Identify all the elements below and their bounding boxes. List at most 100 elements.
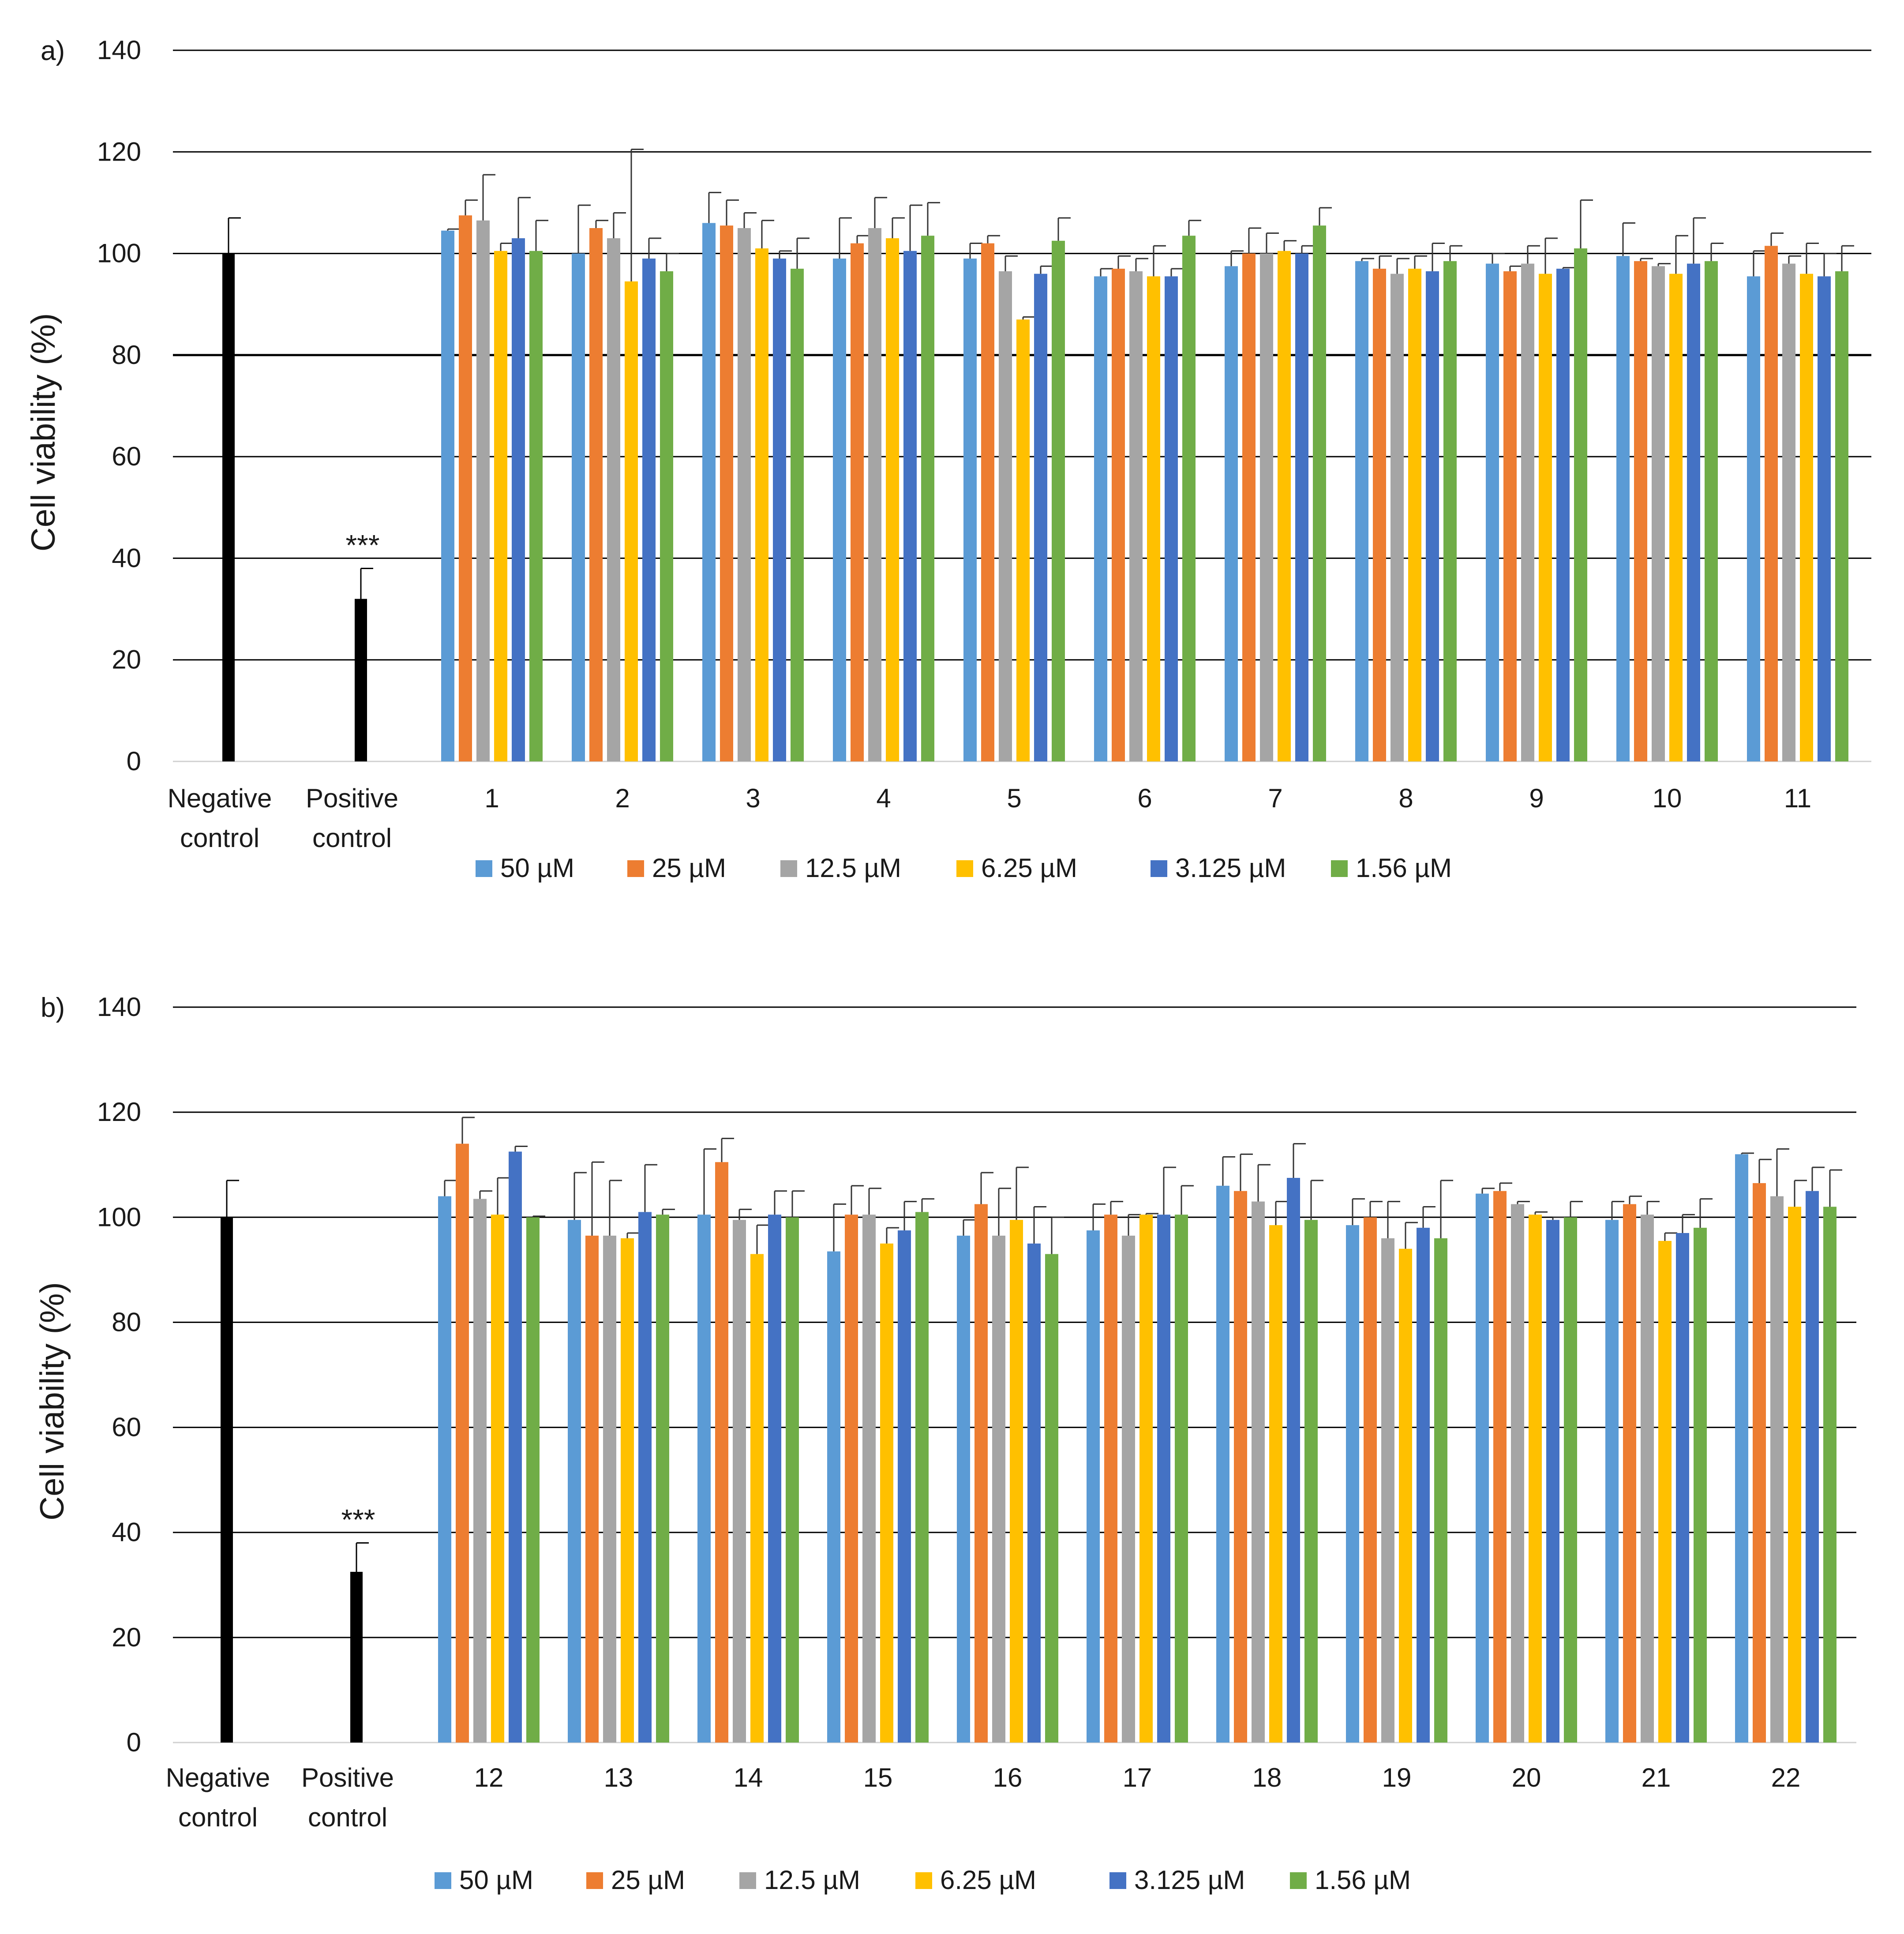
bar-25-m xyxy=(1503,271,1517,762)
bar-12-5-m xyxy=(1652,266,1665,761)
bar-25-m xyxy=(1242,253,1256,761)
bar-3-125-m xyxy=(1287,1177,1300,1743)
bar-12-5-m xyxy=(868,228,881,761)
legend-swatch xyxy=(1331,860,1348,877)
bar-3-125-m xyxy=(1818,276,1831,761)
legend-label: 25 µM xyxy=(611,1865,685,1895)
bar-3-125-m xyxy=(512,238,525,761)
bar-6-25-m xyxy=(1539,274,1552,761)
x-category-label: 12 xyxy=(474,1763,504,1792)
x-category-label: 18 xyxy=(1252,1763,1282,1792)
bar-6-25-m xyxy=(625,281,638,761)
y-tick-label: 100 xyxy=(97,239,141,268)
control-label-line2: control xyxy=(308,1803,387,1832)
bar-50-m xyxy=(1735,1154,1748,1743)
x-category-label: 4 xyxy=(876,783,891,813)
control-label-line1: Positive xyxy=(301,1763,394,1792)
y-tick-label: 40 xyxy=(112,1518,141,1547)
x-category-label: 20 xyxy=(1512,1763,1541,1792)
bar-3-125-m xyxy=(1806,1191,1819,1743)
legend-swatch xyxy=(586,1872,603,1889)
bar-3-125-m xyxy=(1027,1243,1041,1743)
bar-1-56-m xyxy=(915,1212,929,1743)
bar-1-56-m xyxy=(786,1217,799,1743)
y-tick-label: 20 xyxy=(112,645,141,675)
bar-6-25-m xyxy=(1800,274,1813,761)
bar-50-m xyxy=(1605,1220,1619,1743)
bar-12-5-m xyxy=(1641,1214,1654,1743)
bar-6-25-m xyxy=(1147,276,1160,761)
x-category-label: 13 xyxy=(604,1763,633,1792)
bar-12-5-m xyxy=(1511,1204,1524,1743)
bar-6-25-m xyxy=(1399,1248,1412,1743)
bar-50-m xyxy=(1225,266,1238,761)
bar-12-5-m xyxy=(1782,263,1795,761)
bar-50-m xyxy=(441,230,454,762)
legend-swatch xyxy=(915,1872,932,1889)
control-label-line2: control xyxy=(178,1803,258,1832)
y-tick-label: 60 xyxy=(112,1413,141,1442)
y-tick-label: 80 xyxy=(112,1307,141,1337)
x-category-label: 16 xyxy=(993,1763,1023,1792)
bar-3-125-m xyxy=(642,259,656,761)
y-tick-label: 140 xyxy=(97,992,141,1022)
x-category-label: 5 xyxy=(1007,783,1021,813)
bar-6-25-m xyxy=(1010,1220,1023,1743)
panel-label: b) xyxy=(41,993,65,1023)
bar-12-5-m xyxy=(862,1214,876,1743)
bar-25-m xyxy=(1753,1183,1766,1743)
bar-6-25-m xyxy=(1278,251,1291,762)
legend-label: 1.56 µM xyxy=(1315,1865,1411,1895)
bar-3-125-m xyxy=(1165,276,1178,761)
legend-swatch xyxy=(739,1872,756,1889)
bar-50-m xyxy=(833,259,846,761)
y-tick-label: 20 xyxy=(112,1623,141,1652)
bar-6-25-m xyxy=(755,248,768,761)
bar-50-m xyxy=(1216,1185,1229,1743)
bar-1-56-m xyxy=(921,236,934,761)
bar-6-25-m xyxy=(621,1238,634,1743)
legend-swatch xyxy=(627,860,644,877)
bar-1-56-m xyxy=(529,251,543,762)
x-category-label: 6 xyxy=(1137,783,1152,813)
bar-6-25-m xyxy=(1408,269,1421,761)
bar-6-25-m xyxy=(1788,1207,1801,1743)
bar-25-m xyxy=(456,1143,469,1743)
control-label-line1: Negative xyxy=(168,783,272,813)
bar-1-56-m xyxy=(660,271,673,762)
bar-6-25-m xyxy=(1669,274,1683,761)
legend-swatch xyxy=(956,860,973,877)
bar-25-m xyxy=(1364,1217,1377,1743)
bar-12-5-m xyxy=(738,228,751,761)
x-category-label: 3 xyxy=(746,783,760,813)
bar-50-m xyxy=(702,223,716,761)
x-category-label: 15 xyxy=(863,1763,893,1792)
bar-12-5-m xyxy=(603,1235,616,1743)
bar-6-25-m xyxy=(880,1243,893,1743)
bar-12-5-m xyxy=(1252,1201,1265,1743)
bar-6-25-m xyxy=(1529,1214,1542,1743)
bar-1-56-m xyxy=(1694,1228,1707,1743)
bar-1-56-m xyxy=(1434,1238,1447,1743)
bar-25-m xyxy=(1112,269,1125,761)
bar-6-25-m xyxy=(1269,1225,1282,1743)
bar-25-m xyxy=(589,228,603,761)
bar-1-56-m xyxy=(1045,1254,1058,1743)
bar-50-m xyxy=(957,1235,970,1743)
bar-12-5-m xyxy=(1391,274,1404,761)
legend-label: 6.25 µM xyxy=(981,853,1077,883)
bar-1-56-m xyxy=(1313,225,1326,761)
bar-1-56-m xyxy=(1175,1214,1188,1743)
bar-3-125-m xyxy=(1295,253,1308,761)
bar-1-56-m xyxy=(526,1217,540,1743)
bar-3-125-m xyxy=(1034,274,1047,761)
bar-25-m xyxy=(1234,1191,1247,1743)
bar-3-125-m xyxy=(903,251,917,762)
bar-6-25-m xyxy=(491,1214,504,1743)
x-category-label: 17 xyxy=(1123,1763,1152,1792)
bar-1-56-m xyxy=(656,1214,669,1743)
bar-25-m xyxy=(974,1204,988,1743)
bar-3-125-m xyxy=(638,1212,652,1743)
bar-25-m xyxy=(715,1162,728,1743)
